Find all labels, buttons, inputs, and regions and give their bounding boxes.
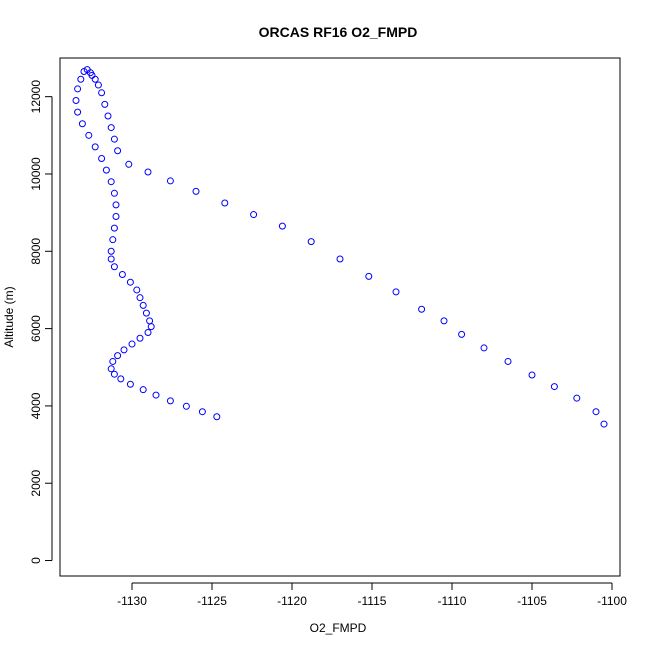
- data-point: [107, 247, 115, 255]
- data-point: [98, 89, 106, 97]
- data-point: [418, 305, 426, 313]
- data-point: [112, 201, 120, 209]
- x-tick-label: -1100: [597, 594, 627, 608]
- data-point: [392, 288, 400, 296]
- data-point: [166, 397, 174, 405]
- x-tick-label: -1115: [358, 594, 387, 608]
- data-point: [114, 147, 122, 155]
- data-point: [504, 357, 512, 365]
- y-tick-label: 8000: [29, 238, 43, 265]
- data-point: [78, 120, 86, 128]
- data-point: [110, 370, 118, 378]
- data-point: [136, 294, 144, 302]
- data-point: [118, 270, 126, 278]
- data-point: [91, 143, 99, 151]
- data-point: [198, 408, 206, 416]
- y-tick-label: 0: [29, 557, 43, 564]
- data-point: [458, 330, 466, 338]
- data-point: [144, 168, 152, 176]
- data-point: [74, 108, 82, 116]
- x-tick-label: -1110: [438, 594, 467, 608]
- data-point: [114, 352, 122, 360]
- data-point: [107, 124, 115, 132]
- data-point: [107, 255, 115, 263]
- data-point: [136, 334, 144, 342]
- chart-title: ORCAS RF16 O2_FMPD: [259, 24, 418, 40]
- data-point: [125, 160, 133, 168]
- x-axis: -1130 -1125 -1120 -1115 -1110 -1105 -1100: [117, 582, 627, 608]
- data-point: [126, 380, 134, 388]
- data-point: [109, 357, 117, 365]
- data-point: [72, 97, 80, 105]
- data-point: [152, 391, 160, 399]
- data-point: [102, 166, 110, 174]
- data-point: [573, 394, 581, 402]
- data-point: [107, 365, 115, 373]
- x-tick-label: -1120: [277, 594, 307, 608]
- data-point: [110, 263, 118, 271]
- data-point: [166, 177, 174, 185]
- data-point: [109, 236, 117, 244]
- y-tick-label: 2000: [29, 470, 43, 497]
- data-point: [139, 386, 147, 394]
- data-point: [600, 420, 608, 428]
- data-point: [592, 408, 600, 416]
- data-point: [480, 344, 488, 352]
- plot-frame: [59, 57, 621, 577]
- y-tick-label: 6000: [29, 315, 43, 342]
- y-tick-label: 4000: [29, 392, 43, 419]
- x-tick-label: -1125: [197, 594, 227, 608]
- x-tick-label: -1105: [517, 594, 547, 608]
- data-point: [110, 189, 118, 197]
- data-point: [550, 383, 558, 391]
- data-point: [528, 371, 536, 379]
- data-point: [192, 187, 200, 195]
- data-point: [110, 224, 118, 232]
- data-point: [104, 112, 112, 120]
- data-point: [101, 100, 109, 108]
- x-axis-label: O2_FMPD: [310, 621, 367, 635]
- data-point: [128, 340, 136, 348]
- data-point: [213, 413, 221, 421]
- data-point: [250, 211, 258, 219]
- data-point: [74, 85, 82, 93]
- x-tick-label: -1130: [117, 594, 147, 608]
- data-point: [126, 278, 134, 286]
- data-point: [94, 81, 102, 89]
- data-point: [336, 255, 344, 263]
- data-point: [146, 317, 154, 325]
- data-point: [139, 301, 147, 309]
- data-point: [133, 286, 141, 294]
- data-point: [107, 178, 115, 186]
- y-axis-label: Altitude (m): [2, 286, 16, 347]
- data-point: [117, 375, 125, 383]
- y-axis: 0 2000 4000 6000 8000 10000 12000: [29, 80, 53, 564]
- data-point: [440, 317, 448, 325]
- data-point: [221, 199, 229, 207]
- y-tick-label: 10000: [29, 157, 43, 191]
- data-point: [144, 328, 152, 336]
- data-point: [365, 272, 373, 280]
- data-point: [120, 346, 128, 354]
- y-tick-label: 12000: [29, 80, 43, 114]
- data-point: [77, 75, 85, 83]
- data-point: [110, 135, 118, 143]
- data-point: [85, 131, 93, 139]
- data-point: [142, 309, 150, 317]
- data-points: [72, 66, 608, 428]
- data-point: [307, 238, 315, 246]
- data-point: [278, 222, 286, 230]
- data-point: [182, 402, 190, 410]
- data-point: [98, 155, 106, 163]
- data-point: [91, 75, 99, 83]
- data-point: [112, 212, 120, 220]
